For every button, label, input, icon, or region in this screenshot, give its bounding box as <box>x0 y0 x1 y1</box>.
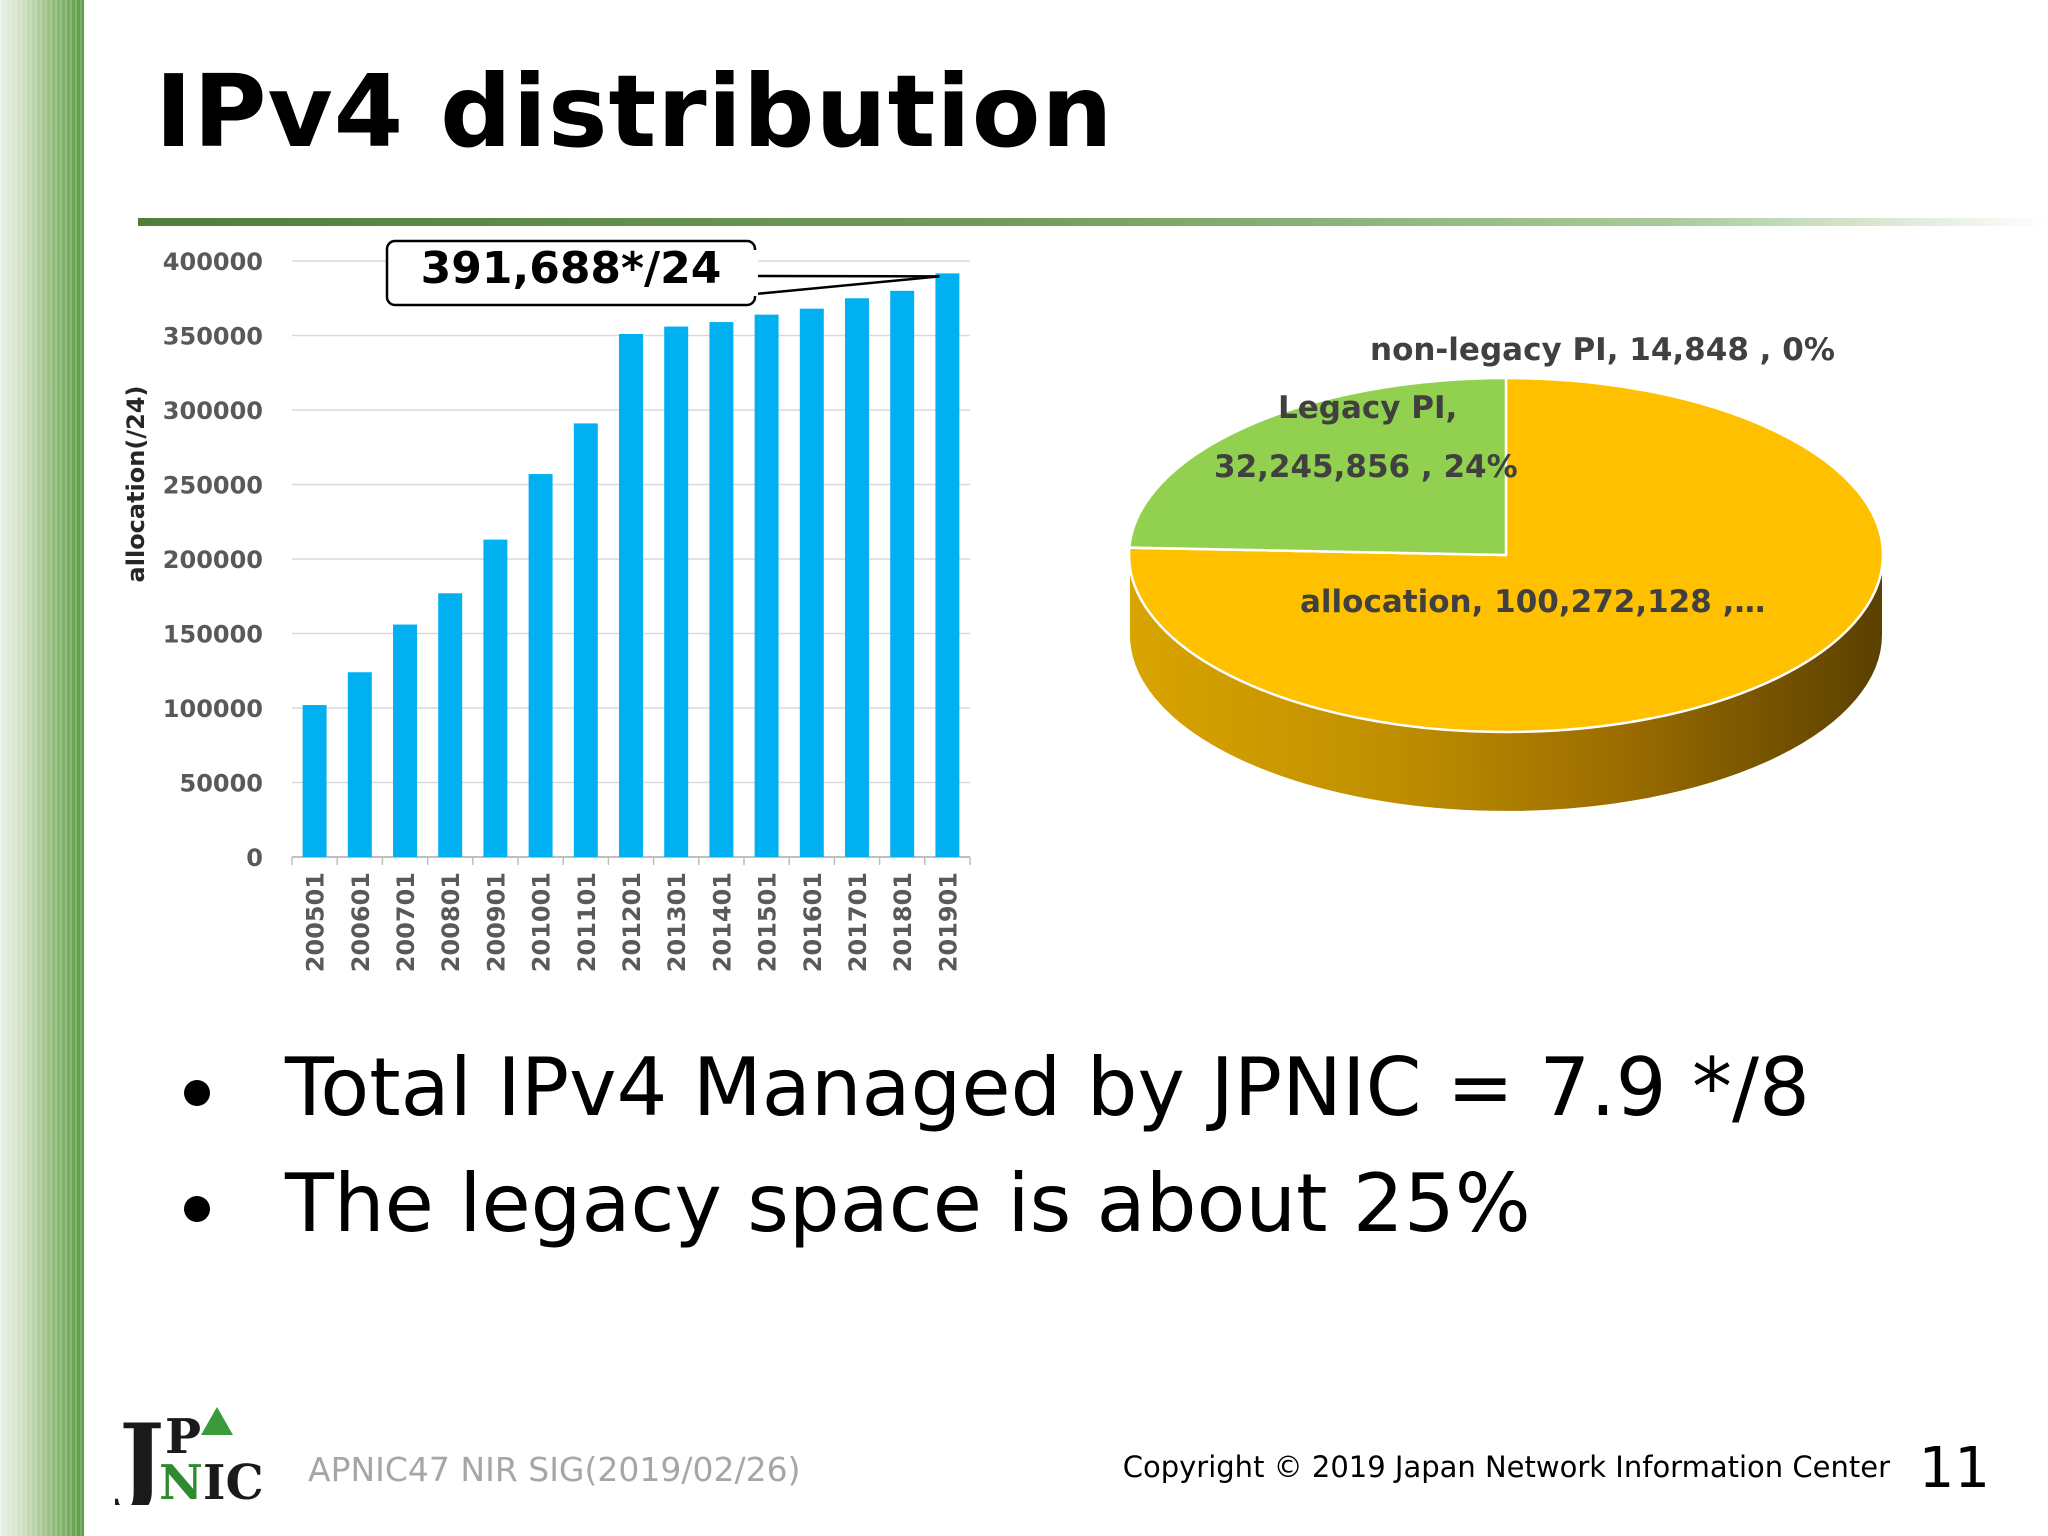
bar-y-tick-label: 50000 <box>180 770 264 798</box>
bar-201601 <box>799 308 824 857</box>
pie-slice-0 <box>1127 376 1885 734</box>
bullet-dot <box>184 1196 210 1222</box>
bar-201701 <box>845 298 869 857</box>
bar-x-tick-label: 201901 <box>934 872 962 972</box>
bar-201201 <box>619 334 643 857</box>
bar-201101 <box>573 423 598 857</box>
bar-201501 <box>754 314 779 857</box>
bar-x-tick-label: 201301 <box>663 872 691 972</box>
bar-x-tick-label: 201501 <box>754 872 782 972</box>
bar-y-tick-label: 300000 <box>163 397 263 425</box>
pie-label-allocation: allocation, 100,272,128 ,… <box>1300 584 1765 620</box>
bar-x-tick-label: 200901 <box>482 872 510 972</box>
bar-200801 <box>438 593 463 857</box>
bar-x-tick-label: 201601 <box>799 872 827 972</box>
bar-x-tick-label: 200801 <box>437 872 465 972</box>
title-divider <box>138 218 2048 226</box>
bar-x-tick-label: 200701 <box>392 872 420 972</box>
bullet-dot <box>184 1080 210 1106</box>
svg-text:IC: IC <box>203 1455 264 1505</box>
side-stripe-decoration <box>0 0 84 1536</box>
pie-slice-2 <box>1128 376 1508 557</box>
bar-x-tick-label: 201401 <box>708 872 736 972</box>
bar-201901 <box>935 273 960 857</box>
bar-y-tick-label: 0 <box>246 844 263 872</box>
bar-x-tick-label: 201101 <box>573 872 601 972</box>
bar-y-tick-label: 200000 <box>163 546 263 574</box>
bar-x-tick-labels: 200501 200601 200701 200801 200901 201001 2011… <box>302 872 963 972</box>
svg-text:J: J <box>115 1405 164 1505</box>
bar-series <box>302 273 960 858</box>
footer-copyright: Copyright © 2019 Japan Network Informati… <box>1122 1450 1890 1484</box>
bar-200601 <box>347 672 372 857</box>
bullet-list: Total IPv4 Managed by JPNIC = 7.9 */8 Th… <box>170 1030 1810 1262</box>
bar-x-tick-label: 201701 <box>844 872 872 972</box>
bullet-item: The legacy space is about 25% <box>170 1146 1810 1262</box>
bar-y-tick-label: 100000 <box>163 695 263 723</box>
slide-title: IPv4 distribution <box>155 53 1114 170</box>
page-number: 11 <box>1918 1436 1990 1501</box>
bar-x-tick-label: 201001 <box>528 872 556 972</box>
bar-200701 <box>393 624 417 857</box>
bar-x-tick-label: 200601 <box>347 872 375 972</box>
bar-200501 <box>302 705 327 857</box>
bar-x-tick-label: 201201 <box>618 872 646 972</box>
svg-text:P: P <box>165 1409 201 1465</box>
bar-201301 <box>664 326 689 857</box>
bar-y-tick-label: 250000 <box>163 472 263 500</box>
footer-event: APNIC47 NIR SIG(2019/02/26) <box>308 1450 801 1489</box>
bar-y-tick-label: 150000 <box>163 621 263 649</box>
pie-label-non-legacy-pi: non-legacy PI, 14,848 , 0% <box>1370 332 1835 368</box>
bar-200901 <box>483 539 508 857</box>
bar-x-tick-label: 200501 <box>302 872 330 972</box>
bar-y-axis-label: allocation(/24) <box>122 386 150 583</box>
pie-label-legacy-pi-name: Legacy PI, <box>1278 390 1457 426</box>
pie-label-legacy-pi-value: 32,245,856 , 24% <box>1214 449 1518 485</box>
svg-text:N: N <box>159 1455 203 1505</box>
bar-y-tick-label: 350000 <box>163 323 263 351</box>
jpnic-logo: J P N IC <box>115 1405 264 1505</box>
bar-y-tick-labels: 0 50000 100000 150000 200000 250000 300000 3500… <box>163 248 263 872</box>
bar-201801 <box>890 290 915 857</box>
bar-201001 <box>528 474 553 857</box>
bar-y-tick-label: 400000 <box>163 248 263 276</box>
bar-callout-annotation: 391,688*/24 <box>385 239 940 307</box>
bar-x-tick-label: 201801 <box>889 872 917 972</box>
bullet-item: Total IPv4 Managed by JPNIC = 7.9 */8 <box>170 1030 1810 1146</box>
bar-201401 <box>709 322 734 858</box>
pie-body <box>1127 376 1885 813</box>
callout-label: 391,688*/24 <box>421 243 722 294</box>
